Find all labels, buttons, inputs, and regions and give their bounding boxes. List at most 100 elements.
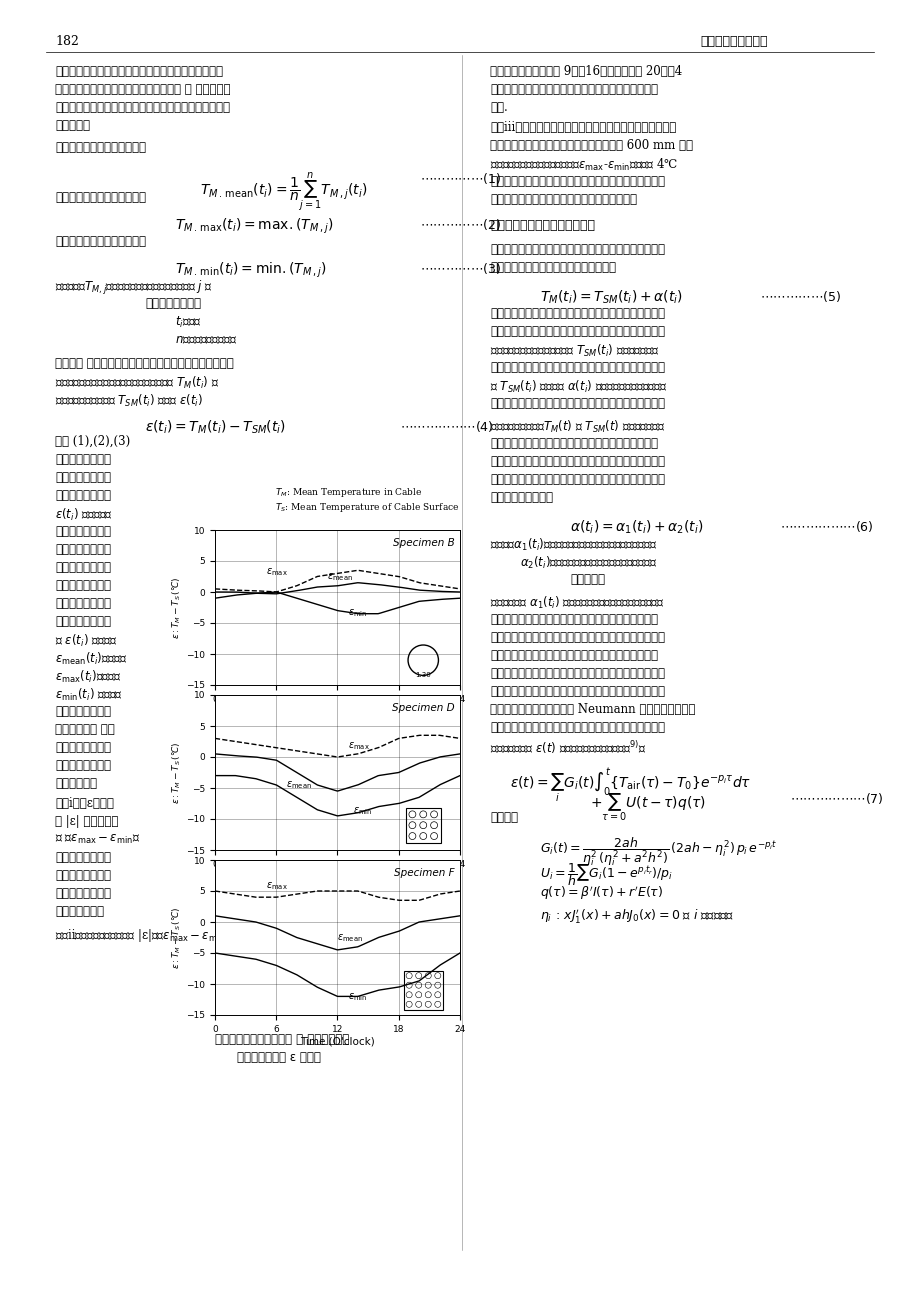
Text: $\varepsilon(t_i) = T_M(t_i) - T_{SM}(t_i)$: $\varepsilon(t_i) = T_M(t_i) - T_{SM}(t_…: [145, 419, 286, 437]
Text: （iii）　図一２では，四季のさまざまな天候条件を含ん: （iii） 図一２では，四季のさまざまな天候条件を含ん: [490, 121, 675, 134]
Text: 間の変化の概要がわかる．次に断面平均温度 $T_M(t_i)$ と: 間の変化の概要がわかる．次に断面平均温度 $T_M(t_i)$ と: [55, 374, 219, 391]
Text: 程度である．またそれ以上の太径ケーブルであっても，: 程度である．またそれ以上の太径ケーブルであっても，: [490, 176, 664, 188]
Text: よる補正）: よる補正）: [570, 573, 605, 586]
Text: 幅 （$\varepsilon_{\mathrm{max}}-\varepsilon_{\mathrm{min}}$）: 幅 （$\varepsilon_{\mathrm{max}}-\varepsil…: [55, 833, 140, 846]
Text: $U_i = \dfrac{1}{h}\sum G_i(1-e^{p_i t_r})/p_i$: $U_i = \dfrac{1}{h}\sum G_i(1-e^{p_i t_r…: [539, 861, 673, 888]
Text: $\cdots\cdots\cdots\cdots\cdots(5)$: $\cdots\cdots\cdots\cdots\cdots(5)$: [759, 289, 840, 304]
Text: $\varepsilon_{\mathrm{max}}(t_i)$，最小値: $\varepsilon_{\mathrm{max}}(t_i)$，最小値: [55, 670, 121, 685]
Text: $\cdots\cdots\cdots\cdots\cdots\cdots(4)$: $\cdots\cdots\cdots\cdots\cdots\cdots(4)…: [400, 419, 494, 434]
Text: $\alpha(t_i) = \alpha_1(t_i) + \alpha_2(t_i)$: $\alpha(t_i) = \alpha_1(t_i) + \alpha_2(…: [570, 519, 703, 537]
Text: 外的条件を境界条件とする Neumann 型の熱伝導方程式: 外的条件を境界条件とする Neumann 型の熱伝導方程式: [490, 703, 695, 716]
Text: い時刻変動をして: い時刻変動をして: [55, 543, 111, 556]
Text: （２）　断面平均温度の推定式: （２） 断面平均温度の推定式: [490, 218, 595, 231]
Text: 断面平均温度の時刻最小値：: 断面平均温度の時刻最小値：: [55, 235, 146, 248]
Text: $T_{M\,.\,\mathrm{min}}(t_i) = \mathrm{min.}(T_{M\,,j})$: $T_{M\,.\,\mathrm{min}}(t_i) = \mathrm{m…: [175, 261, 326, 281]
Text: $\varepsilon_{\min}$: $\varepsilon_{\min}$: [352, 805, 372, 816]
Text: り $\varepsilon(t_i)$ の平均値: り $\varepsilon(t_i)$ の平均値: [55, 633, 117, 649]
Y-axis label: $\varepsilon: T_M - T_S\,(°\!C)$: $\varepsilon: T_M - T_S\,(°\!C)$: [171, 576, 183, 638]
Text: る）.: る）.: [490, 101, 507, 114]
Text: た．そこで年間を: た．そこで年間を: [55, 578, 111, 592]
Text: $\cdots\cdots\cdots\cdots\cdots\cdots(7)$: $\cdots\cdots\cdots\cdots\cdots\cdots(7)…: [789, 790, 882, 806]
Text: 断面平均温度の時刻最大値：: 断面平均温度の時刻最大値：: [55, 191, 146, 204]
Text: $\cdots\cdots\cdots\cdots\cdots\cdots(6)$: $\cdots\cdots\cdots\cdots\cdots\cdots(6)…: [779, 519, 873, 534]
Text: くなる（ここに日中を 9時〜16時とし夜間を 20時〜4: くなる（ここに日中を 9時〜16時とし夜間を 20時〜4: [490, 65, 682, 78]
Text: れて増大する．: れて増大する．: [55, 905, 104, 918]
Text: 値 |ε| および変動: 値 |ε| および変動: [55, 815, 119, 828]
Text: た．図一１は，その一例として供試体の Ｃ について示: た．図一１は，その一例として供試体の Ｃ について示: [55, 83, 231, 96]
Text: Specimen F: Specimen F: [394, 868, 455, 878]
Text: $\cdots\cdots\cdots\cdots\cdots(3)$: $\cdots\cdots\cdots\cdots\cdots(3)$: [420, 261, 501, 276]
Text: 面平均温度の差 $\varepsilon(t)$ は次式のように表示される$^{9)}$．: 面平均温度の差 $\varepsilon(t)$ は次式のように表示される$^{…: [490, 738, 646, 755]
Text: $\varepsilon_{\max}$: $\varepsilon_{\max}$: [266, 567, 288, 578]
Text: 図一１ より，断面平均温度の時刻推移のパターンや年: 図一１ より，断面平均温度の時刻推移のパターンや年: [55, 358, 233, 370]
Text: 定期間における ε の変動: 定期間における ε の変動: [237, 1050, 321, 1063]
Text: 表示して与えるものである．この作業は事前に行われ: 表示して与えるものである．この作業は事前に行われ: [490, 649, 657, 662]
Text: $\varepsilon_{\mathrm{mean}}$: $\varepsilon_{\mathrm{mean}}$: [286, 779, 312, 790]
Text: 前節で述べた特性を考慮し，本文では，次のようなケ: 前節で述べた特性を考慮し，本文では，次のようなケ: [490, 243, 664, 256]
Text: かわらずほぼ等し: かわらずほぼ等し: [55, 525, 111, 538]
Text: 外周温度を計測し，その平均値 $T_{SM}(t_i)$ を基準にする．: 外周温度を計測し，その平均値 $T_{SM}(t_i)$ を基準にする．: [490, 343, 659, 359]
Text: $T_{M\,.\,\mathrm{mean}}(t_i) = \dfrac{1}{n}\sum_{j=1}^{n} T_{M\,,j}(t_i)$: $T_{M\,.\,\mathrm{mean}}(t_i) = \dfrac{1…: [199, 172, 367, 214]
Text: ほど小さく，断面: ほど小さく，断面: [55, 868, 111, 881]
Text: $\varepsilon(t_i)$ は季節にか: $\varepsilon(t_i)$ は季節にか: [55, 507, 113, 523]
Text: は断面積が小さい: は断面積が小さい: [55, 852, 111, 864]
Y-axis label: $\varepsilon: T_M - T_S\,(°\!C)$: $\varepsilon: T_M - T_S\,(°\!C)$: [171, 906, 183, 968]
Text: $\cdots\cdots\cdots\cdots\cdots(1)$: $\cdots\cdots\cdots\cdots\cdots(1)$: [420, 172, 501, 186]
Text: より次のようなこ: より次のようなこ: [55, 759, 111, 772]
Text: 温度の各時刻における最大値・最小値・平均値を求め: 温度の各時刻における最大値・最小値・平均値を求め: [55, 65, 222, 78]
Text: $G_i(t) = \dfrac{2ah}{\eta_i^2\,(\eta_i^2+a^2h^2)}\,(2ah-\eta_i^2)\,p_i\,e^{-p_i: $G_i(t) = \dfrac{2ah}{\eta_i^2\,(\eta_i^…: [539, 835, 777, 868]
Text: 的な方法として，従来から行われているようにケーブル: 的な方法として，従来から行われているようにケーブル: [490, 325, 664, 338]
Text: 新家・頭井・大谷：: 新家・頭井・大谷：: [699, 35, 766, 48]
Text: $t_i$：時刻: $t_i$：時刻: [175, 315, 202, 330]
Text: いることがわかっ: いることがわかっ: [55, 562, 111, 575]
Text: $\varepsilon_{\max}$: $\varepsilon_{\max}$: [266, 880, 288, 892]
Text: $q(\tau) = \beta^\prime I(\tau) + r^\prime E(\tau)$: $q(\tau) = \beta^\prime I(\tau) + r^\pri…: [539, 885, 663, 902]
Text: と断面積の等しい円形断面に置換し，外気温，日照等の: と断面積の等しい円形断面に置換し，外気温，日照等の: [490, 685, 664, 698]
Text: 節ごとに求めてみ: 節ごとに求めてみ: [55, 471, 111, 484]
Text: ここに，$\alpha_1(t_i)$：１次補正量（標準天候のもとでの補正）: ここに，$\alpha_1(t_i)$：１次補正量（標準天候のもとでの補正）: [490, 537, 656, 552]
Text: $\varepsilon_{\mathrm{mean}}$: $\varepsilon_{\mathrm{mean}}$: [327, 572, 353, 584]
Text: の影響を１次補正量と２次補正量に区分して外周温度の: の影響を１次補正量と２次補正量に区分して外周温度の: [490, 473, 664, 486]
Text: の太径ケーブルでもその変動幅（$\varepsilon_{\mathrm{max}}$-$\varepsilon_{\mathrm{min}}$）は高々 4℃: の太径ケーブルでもその変動幅（$\varepsilon_{\mathrm{max…: [490, 157, 677, 173]
Text: $\varepsilon_{\max}$: $\varepsilon_{\max}$: [347, 740, 369, 751]
Text: におけるデータよ: におけるデータよ: [55, 615, 111, 628]
Text: Specimen D: Specimen D: [392, 703, 455, 712]
Text: この変動幅はそれほど増大しない傾向にある．: この変動幅はそれほど増大しない傾向にある．: [490, 192, 636, 205]
Text: でいるにもかかわらず，夜間に限定すれば 600 mm 程度: でいるにもかかわらず，夜間に限定すれば 600 mm 程度: [490, 139, 692, 152]
Text: みると図一２ のよ: みると図一２ のよ: [55, 723, 115, 736]
Text: が大きくなるにつ: が大きくなるにつ: [55, 887, 111, 900]
Text: 目の断面平均温度: 目の断面平均温度: [145, 296, 200, 309]
Text: 外周温度は接触型温度計により容易に計測できる．問題: 外周温度は接触型温度計により容易に計測できる．問題: [490, 361, 664, 374]
Text: すなわち，ケーブル断面平均温度を推定する最も直接: すなわち，ケーブル断面平均温度を推定する最も直接: [490, 307, 664, 320]
Text: 体について求めて: 体について求めて: [55, 705, 111, 718]
Text: して断面平均温度と表面平均温度の差を計算し，グラフ: して断面平均温度と表面平均温度の差を計算し，グラフ: [490, 630, 664, 644]
Text: $+ \sum_{\tau=0} U(t-\tau)q(\tau)$: $+ \sum_{\tau=0} U(t-\tau)q(\tau)$: [589, 790, 706, 823]
Text: $T_M(t_i) = T_{SM}(t_i) + \alpha(t_i)$: $T_M(t_i) = T_{SM}(t_i) + \alpha(t_i)$: [539, 289, 682, 307]
Text: 補正量を決定する．: 補正量を決定する．: [490, 491, 552, 504]
Text: 通じた全計測日数: 通じた全計測日数: [55, 597, 111, 610]
Text: 求めるかにあり，本文では次のような概念を提示する．: 求めるかにあり，本文では次のような概念を提示する．: [490, 396, 664, 410]
Text: （ⅱ）　夜間は日中に比べ |ε|，（$\varepsilon_{\mathrm{max}}-\varepsilon_{\mathrm{min}}$）ともに小さ: （ⅱ） 夜間は日中に比べ |ε|，（$\varepsilon_{\mathrm{…: [55, 927, 261, 944]
X-axis label: Time (O'clock): Time (O'clock): [300, 1036, 374, 1047]
Text: を解くことになる．この結果得られる断面平均温度と表: を解くことになる．この結果得られる断面平均温度と表: [490, 722, 664, 734]
Text: Specimen B: Specimen B: [393, 538, 455, 547]
Text: 前節の結果より，$T_M(t)$ と $T_{SM}(t)$ の差は外気温や: 前節の結果より，$T_M(t)$ と $T_{SM}(t)$ の差は外気温や: [490, 419, 664, 436]
Text: したものである．図一１の各記号の示す意味は次のとお: したものである．図一１の各記号の示す意味は次のとお: [55, 101, 230, 114]
Text: 時と定義して以後これに従ってこれらの用語を使用す: 時と定義して以後これに従ってこれらの用語を使用す: [490, 83, 657, 96]
Text: $\varepsilon_{\mathrm{min}}(t_i)$ を各供試: $\varepsilon_{\mathrm{min}}(t_i)$ を各供試: [55, 686, 123, 703]
Text: $\varepsilon_{\mathrm{mean}}(t_i)$，最大値: $\varepsilon_{\mathrm{mean}}(t_i)$，最大値: [55, 651, 127, 667]
Text: （ⅰ）　εの絶対: （ⅰ） εの絶対: [55, 797, 114, 810]
Text: ここに，: ここに，: [490, 811, 517, 824]
Text: １次補正量 $\alpha_1(t_i)$ は，計画された架設途時期における平: １次補正量 $\alpha_1(t_i)$ は，計画された架設途時期における平: [490, 595, 664, 611]
Text: ここに，　$T_{M,j}$：計測期間（各季節で２週間）中 $j$ 番: ここに， $T_{M,j}$：計測期間（各季節で２週間）中 $j$ 番: [55, 280, 212, 296]
Text: $\eta_i\,:\,xJ_1^\prime(x) + ahJ_0(x) = 0$ の $i$ 番目の正根: $\eta_i\,:\,xJ_1^\prime(x) + ahJ_0(x) = …: [539, 907, 733, 926]
Text: $\varepsilon(t) = \sum_i G_i(t) \int_0^t \{T_{\mathrm{air}}(\tau) - T_0\} e^{-p_: $\varepsilon(t) = \sum_i G_i(t) \int_0^t…: [509, 767, 751, 805]
Text: 断面平均温度の時刻平均：: 断面平均温度の時刻平均：: [55, 140, 146, 153]
Text: ーブル断面平均温度推定式を提案する．: ーブル断面平均温度推定式を提案する．: [490, 261, 616, 274]
Text: 182: 182: [55, 35, 79, 48]
Text: 図一２　各供試体の年間 を 通しての全測: 図一２ 各供試体の年間 を 通しての全測: [215, 1034, 349, 1046]
Text: 日射量に代表される天候条件とケーブル断面積に最も: 日射量に代表される天候条件とケーブル断面積に最も: [490, 437, 657, 450]
Text: $T_M$: Mean Temperature in Cable
$T_S$: Mean Temperature of Cable Surface: $T_M$: Mean Temperature in Cable $T_S$: …: [275, 486, 459, 514]
Text: $\varepsilon_{\min}$: $\varepsilon_{\min}$: [347, 607, 367, 619]
Text: を式 (1),(2),(3): を式 (1),(2),(3): [55, 436, 130, 448]
